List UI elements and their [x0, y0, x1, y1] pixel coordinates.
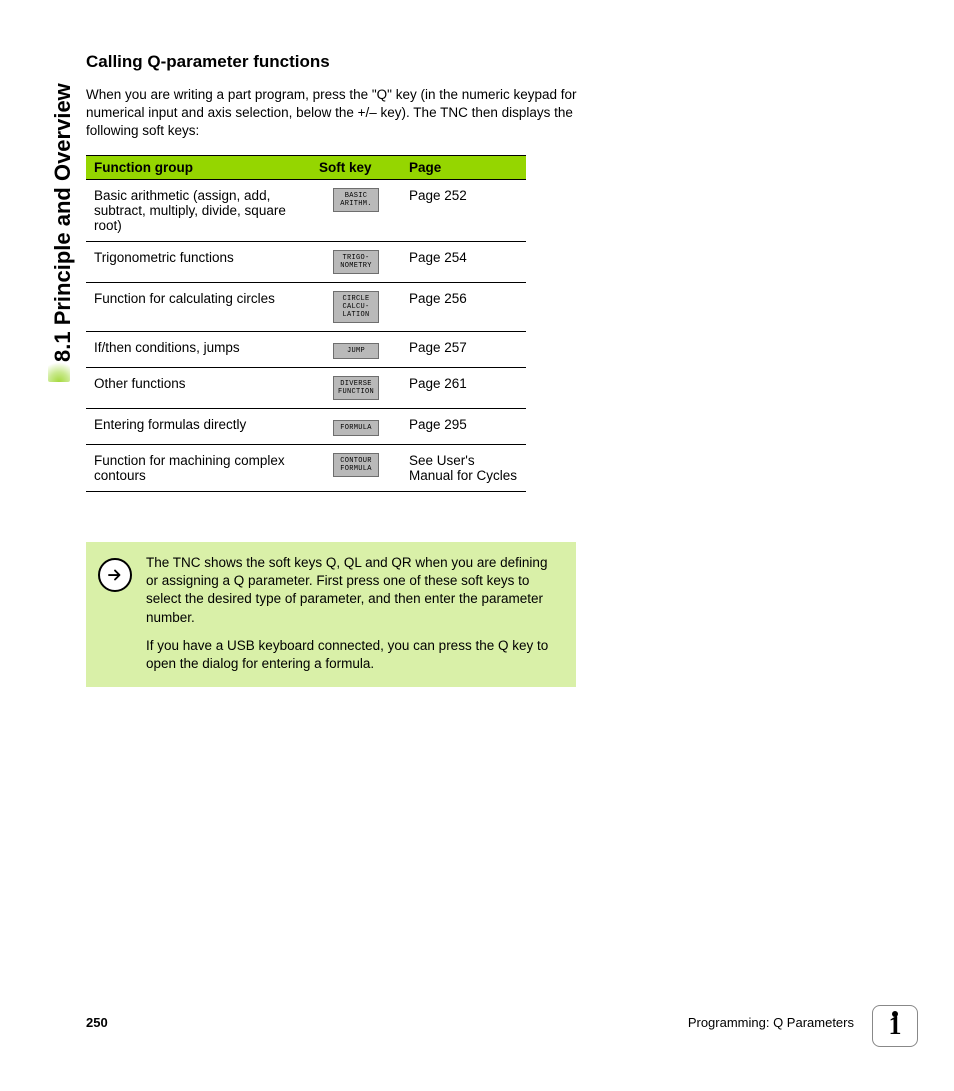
cell-page: Page 252 [401, 179, 526, 241]
softkey-table: Function group Soft key Page Basic arith… [86, 155, 526, 492]
table-row: Basic arithmetic (assign, add, subtract,… [86, 179, 526, 241]
cell-key: FORMULA [311, 409, 401, 445]
softkey-diverse: DIVERSE FUNCTION [333, 376, 379, 400]
softkey-trigonometry: TRIGO- NOMETRY [333, 250, 379, 274]
table-row: Trigonometric functions TRIGO- NOMETRY P… [86, 241, 526, 282]
softkey-formula: FORMULA [333, 420, 379, 436]
cell-page: Page 256 [401, 282, 526, 331]
cell-page: Page 295 [401, 409, 526, 445]
note-paragraph: If you have a USB keyboard connected, yo… [146, 637, 562, 673]
cell-key: BASIC ARITHM. [311, 179, 401, 241]
cell-key: JUMP [311, 331, 401, 367]
table-row: Function for machining complex contours … [86, 445, 526, 492]
cell-key: TRIGO- NOMETRY [311, 241, 401, 282]
page-number: 250 [86, 1015, 108, 1030]
intro-paragraph: When you are writing a part program, pre… [86, 86, 586, 141]
cell-page: Page 257 [401, 331, 526, 367]
table-row: Function for calculating circles CIRCLE … [86, 282, 526, 331]
cell-fn: Function for machining complex contours [86, 445, 311, 492]
sidebar-accent [48, 360, 70, 382]
softkey-basic-arithm: BASIC ARITHM. [333, 188, 379, 212]
cell-page: See User's Manual for Cycles [401, 445, 526, 492]
table-row: Other functions DIVERSE FUNCTION Page 26… [86, 367, 526, 408]
table-row: If/then conditions, jumps JUMP Page 257 [86, 331, 526, 367]
softkey-contour-formula: CONTOUR FORMULA [333, 453, 379, 477]
cell-key: CONTOUR FORMULA [311, 445, 401, 492]
cell-fn: Trigonometric functions [86, 241, 311, 282]
th-page: Page [401, 155, 526, 179]
table-row: Entering formulas directly FORMULA Page … [86, 409, 526, 445]
section-heading: Calling Q-parameter functions [86, 52, 586, 72]
cell-fn: Entering formulas directly [86, 409, 311, 445]
cell-fn: Other functions [86, 367, 311, 408]
softkey-circle-calc: CIRCLE CALCU- LATION [333, 291, 379, 323]
cell-key: CIRCLE CALCU- LATION [311, 282, 401, 331]
cell-fn: Function for calculating circles [86, 282, 311, 331]
note-box: The TNC shows the soft keys Q, QL and QR… [86, 542, 576, 687]
softkey-jump: JUMP [333, 343, 379, 359]
chapter-name: Programming: Q Parameters [688, 1015, 854, 1030]
th-function-group: Function group [86, 155, 311, 179]
sidebar-label: 8.1 Principle and Overview [50, 83, 76, 362]
cell-page: Page 254 [401, 241, 526, 282]
cell-page: Page 261 [401, 367, 526, 408]
info-icon: 1 [872, 1005, 918, 1047]
cell-fn: Basic arithmetic (assign, add, subtract,… [86, 179, 311, 241]
note-paragraph: The TNC shows the soft keys Q, QL and QR… [146, 554, 562, 627]
content: Calling Q-parameter functions When you a… [86, 52, 586, 492]
arrow-right-icon [98, 558, 132, 592]
cell-key: DIVERSE FUNCTION [311, 367, 401, 408]
footer: 250 Programming: Q Parameters 1 [86, 1015, 924, 1055]
cell-fn: If/then conditions, jumps [86, 331, 311, 367]
th-soft-key: Soft key [311, 155, 401, 179]
page: 8.1 Principle and Overview Calling Q-par… [0, 0, 954, 1091]
